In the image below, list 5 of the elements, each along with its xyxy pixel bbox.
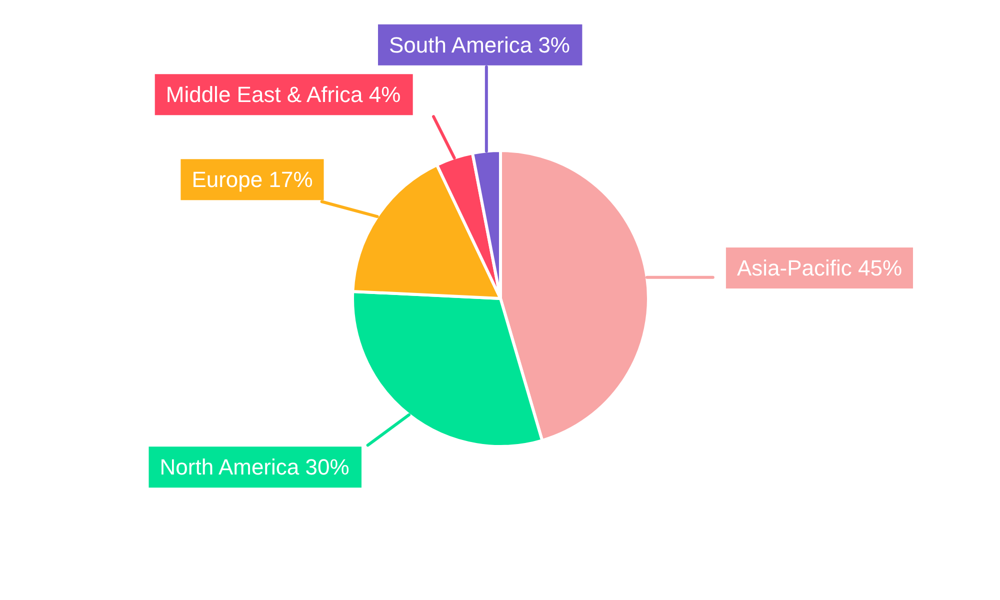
slice-label: Middle East & Africa 4% [166,82,401,108]
slice-label: Europe 17% [192,167,313,192]
slice-label: South America 3% [389,32,570,58]
slice-label: Asia-Pacific 45% [736,255,902,280]
slice-label: North America 30% [160,454,350,480]
